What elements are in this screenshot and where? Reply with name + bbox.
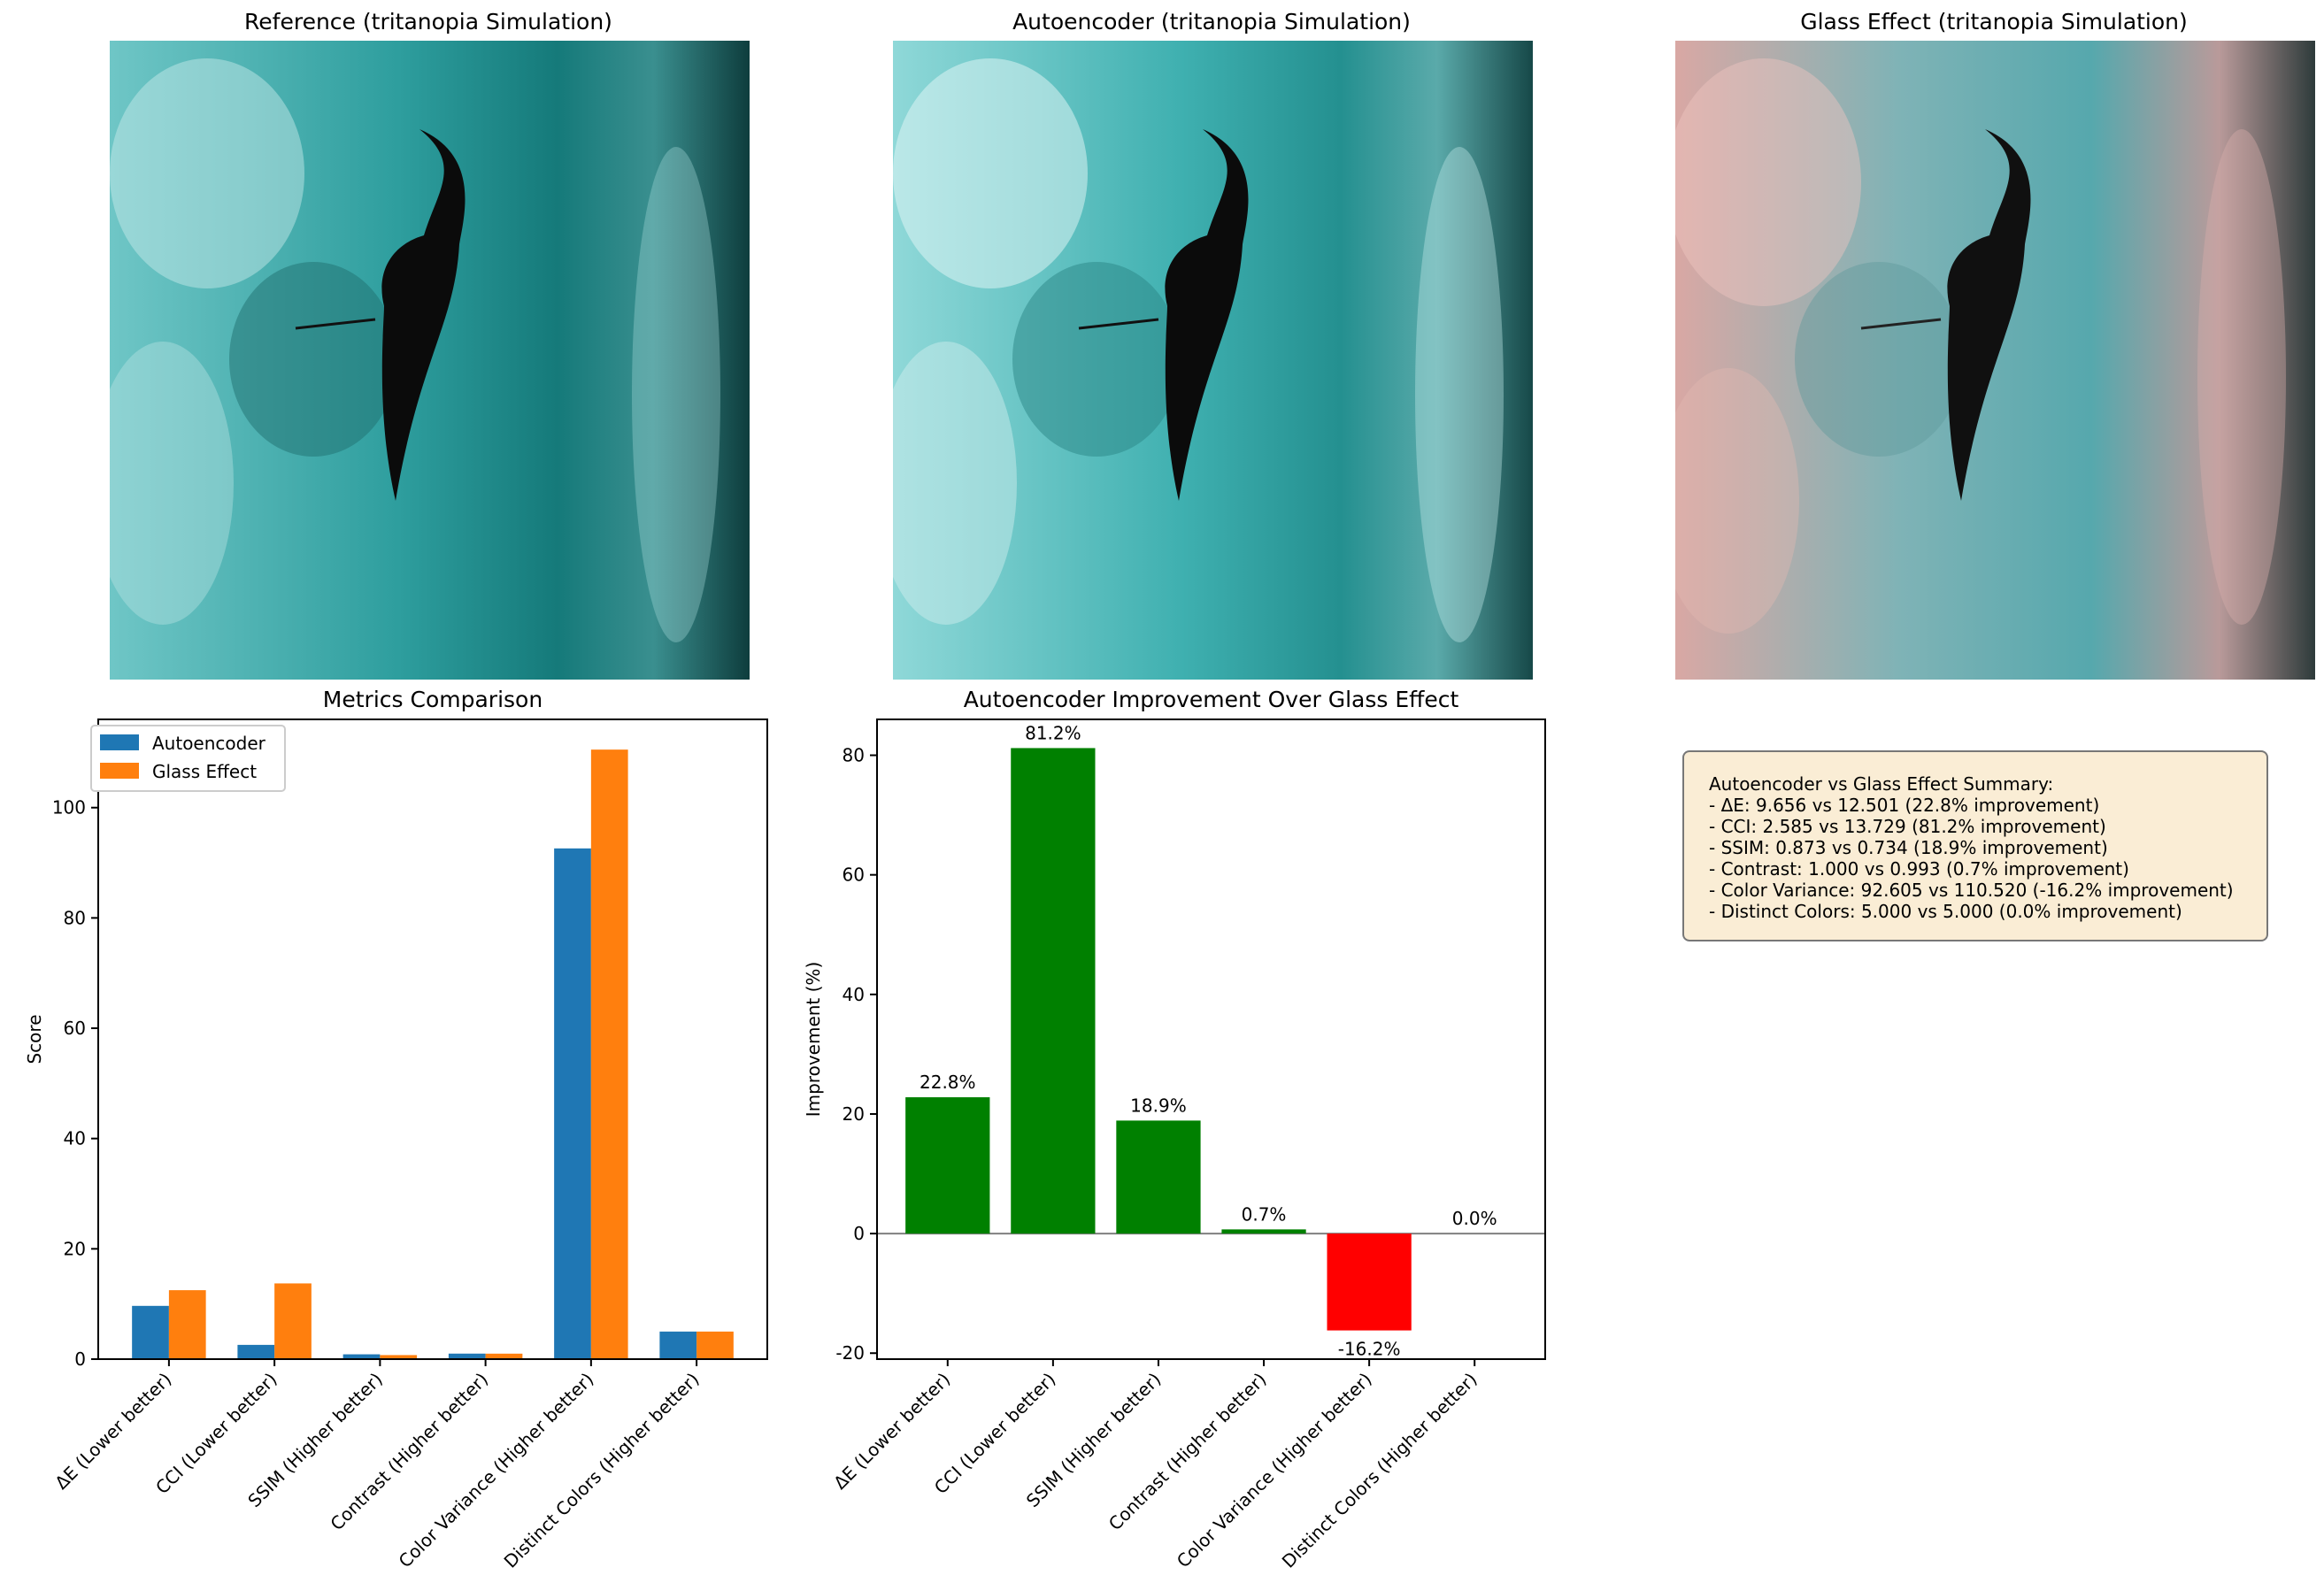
y-tick-label: 60	[64, 1018, 86, 1039]
bar-autoencoder	[132, 1305, 169, 1359]
bar-value-label: -16.2%	[1338, 1339, 1401, 1360]
summary-line: - SSIM: 0.873 vs 0.734 (18.9% improvemen…	[1709, 837, 2108, 858]
legend-label: Glass Effect	[152, 761, 257, 782]
improvement-bar	[1011, 748, 1096, 1234]
y-tick-label: 80	[843, 745, 865, 766]
summary-heading: Autoencoder vs Glass Effect Summary:	[1709, 773, 2054, 795]
bar-glass-effect	[696, 1331, 734, 1359]
legend-swatch	[100, 763, 139, 779]
improvement-bar	[1116, 1120, 1201, 1234]
bar-glass-effect	[485, 1353, 523, 1359]
x-tick-label: ΔE (Lower better)	[829, 1369, 954, 1494]
improvement-bar	[1327, 1233, 1412, 1331]
improvement-bar	[1221, 1229, 1306, 1234]
legend-swatch	[100, 734, 139, 750]
y-tick-label: 80	[64, 907, 86, 928]
bar-value-label: 0.0%	[1452, 1208, 1497, 1229]
legend-label: Autoencoder	[152, 733, 266, 754]
summary-line: - Distinct Colors: 5.000 vs 5.000 (0.0% …	[1709, 901, 2182, 922]
improvement-bar	[905, 1097, 990, 1234]
bar-autoencoder	[448, 1353, 486, 1359]
y-tick-label: 20	[843, 1103, 865, 1125]
chart-title: Autoencoder Improvement Over Glass Effec…	[964, 687, 1459, 712]
x-tick-label: ΔE (Lower better)	[50, 1369, 175, 1494]
chart-title: Metrics Comparison	[323, 687, 543, 712]
x-tick-label: Color Variance (Higher better)	[395, 1369, 598, 1572]
x-tick-label: Color Variance (Higher better)	[1173, 1369, 1376, 1572]
improvement-chart: Autoencoder Improvement Over Glass Effec…	[803, 687, 1546, 1572]
bar-autoencoder	[554, 848, 591, 1359]
summary-box: Autoencoder vs Glass Effect Summary: - Δ…	[1682, 750, 2268, 941]
glass-effect-image-title: Glass Effect (tritanopia Simulation)	[1800, 9, 2188, 35]
bar-value-label: 0.7%	[1242, 1203, 1287, 1225]
autoencoder-image-title: Autoencoder (tritanopia Simulation)	[1012, 9, 1411, 35]
summary-line: - Contrast: 1.000 vs 0.993 (0.7% improve…	[1709, 858, 2129, 880]
legend-box	[90, 725, 286, 792]
y-tick-label: 0	[853, 1223, 865, 1244]
metrics-comparison-chart: Metrics Comparison 0 20 40 60 80 100 Score ΔE (L…	[24, 687, 768, 1572]
bar-value-label: 81.2%	[1025, 722, 1081, 743]
reference-image-title: Reference (tritanopia Simulation)	[244, 9, 612, 35]
bar-glass-effect	[380, 1355, 418, 1359]
bar-value-label: 22.8%	[920, 1072, 976, 1093]
summary-line: - ΔE: 9.656 vs 12.501 (22.8% improvement…	[1709, 795, 2100, 816]
y-axis-label: Score	[24, 1014, 45, 1064]
glass-effect-image	[1675, 41, 2315, 680]
y-tick-label: 40	[843, 984, 865, 1005]
y-tick-label: 100	[52, 797, 86, 818]
axes-frame	[876, 718, 1546, 1360]
y-tick-label: 20	[64, 1238, 86, 1259]
x-tick-label: Distinct Colors (Higher better)	[1278, 1369, 1481, 1572]
bar-autoencoder	[342, 1354, 381, 1359]
reference-image	[110, 41, 750, 680]
autoencoder-image	[893, 41, 1533, 680]
summary-line: - Color Variance: 92.605 vs 110.520 (-16…	[1709, 880, 2234, 901]
bar-glass-effect	[168, 1290, 206, 1359]
y-tick-label: 60	[843, 865, 865, 886]
bar-glass-effect	[274, 1283, 312, 1359]
x-tick-label: Distinct Colors (Higher better)	[500, 1369, 704, 1572]
y-tick-label: 0	[74, 1349, 86, 1370]
bar-autoencoder	[237, 1344, 275, 1359]
bar-autoencoder	[659, 1331, 697, 1359]
y-tick-label: -20	[835, 1342, 865, 1364]
summary-line: - CCI: 2.585 vs 13.729 (81.2% improvemen…	[1709, 816, 2106, 837]
y-axis-label: Improvement (%)	[803, 962, 824, 1118]
bar-glass-effect	[590, 749, 628, 1359]
y-tick-label: 40	[64, 1128, 86, 1149]
bar-value-label: 18.9%	[1130, 1095, 1187, 1116]
axes-frame	[97, 718, 768, 1360]
